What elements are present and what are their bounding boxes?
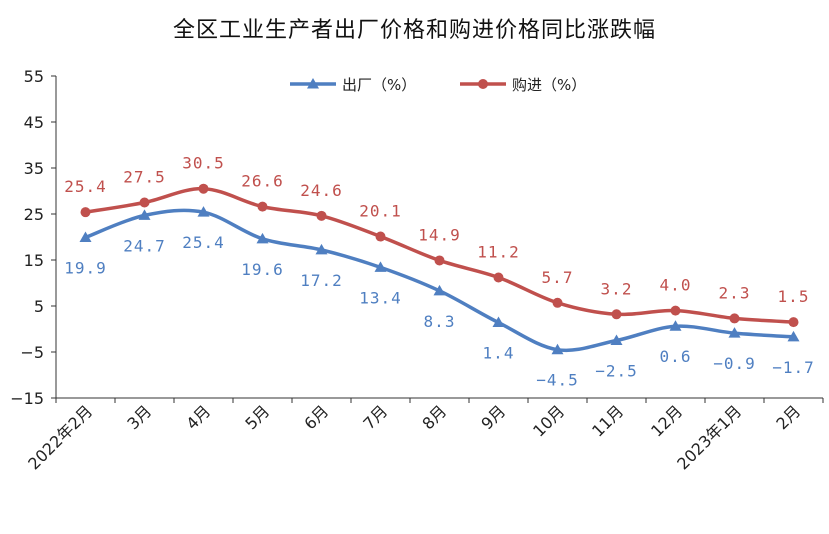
legend-marker-1 <box>478 79 488 89</box>
x-tick-label: 9月 <box>477 401 509 433</box>
data-point-marker <box>610 334 623 345</box>
data-label: 1.4 <box>483 344 515 363</box>
data-label: −4.5 <box>536 371 579 390</box>
data-label: 3.2 <box>601 279 633 298</box>
data-point-marker <box>139 197 150 208</box>
data-label: 5.7 <box>542 268 574 287</box>
y-tick-label: 45 <box>24 113 44 132</box>
data-point-marker <box>80 207 91 218</box>
data-label: 24.7 <box>123 236 166 255</box>
data-point-marker <box>729 313 740 324</box>
y-tick-label: 35 <box>24 159 44 178</box>
data-label: 20.1 <box>359 202 402 221</box>
data-label: 17.2 <box>300 271 343 290</box>
y-tick-label: 15 <box>24 251 44 270</box>
x-tick-label: 5月 <box>241 401 273 433</box>
data-point-marker <box>79 231 92 242</box>
x-tick-label: 8月 <box>418 401 450 433</box>
data-point-marker <box>551 343 564 355</box>
data-point-marker <box>375 231 386 242</box>
data-point-marker <box>138 209 151 220</box>
data-label: 1.5 <box>778 287 810 306</box>
legend-label: 出厂（%） <box>342 76 416 94</box>
data-label: 30.5 <box>182 154 225 173</box>
data-point-marker <box>728 327 741 338</box>
data-point-marker <box>493 272 504 283</box>
data-label: 13.4 <box>359 288 402 307</box>
x-tick-label: 4月 <box>182 401 214 433</box>
data-label: −1.7 <box>772 358 815 377</box>
data-point-marker <box>670 305 681 316</box>
data-labels: 19.9 24.7 25.4 19.6 17.2 13.4 8.3 1.4 −4.5 −2.5 0.… <box>64 154 815 390</box>
data-point-marker <box>788 317 799 328</box>
data-point-marker <box>256 232 269 244</box>
x-tick-label: 6月 <box>300 401 332 433</box>
x-tick-label: 2022年2月 <box>24 401 96 473</box>
data-label: 19.9 <box>64 258 107 277</box>
data-point-marker <box>197 206 210 217</box>
y-tick-label: −15 <box>10 389 44 408</box>
data-point-marker <box>434 255 445 266</box>
data-label: 25.4 <box>182 233 225 252</box>
data-label: 19.6 <box>241 260 284 279</box>
x-tick-label: 12月 <box>647 401 686 440</box>
y-tick-labels: 55 45 35 25 15 5 −5 −15 <box>10 67 44 408</box>
y-tick-label: 25 <box>24 205 44 224</box>
data-point-marker <box>316 210 327 221</box>
legend: 出厂（%） 购进（%） <box>290 76 586 94</box>
data-label: 26.6 <box>241 172 284 191</box>
x-tick-label: 7月 <box>359 401 391 433</box>
y-tick-label: −5 <box>20 343 44 362</box>
series-markers <box>79 183 800 355</box>
y-tick-label: 5 <box>34 297 44 316</box>
data-point-marker <box>315 243 328 255</box>
data-label: −0.9 <box>713 354 756 373</box>
data-point-marker <box>787 330 800 342</box>
data-label: 8.3 <box>424 312 456 331</box>
data-point-marker <box>552 297 563 308</box>
x-tick-label: 11月 <box>588 401 627 440</box>
chart-title: 全区工业生产者出厂价格和购进价格同比涨跌幅 <box>172 18 656 43</box>
data-label: 0.6 <box>660 347 692 366</box>
axes <box>51 75 824 403</box>
data-point-marker <box>198 183 209 194</box>
x-tick-label: 2月 <box>772 401 804 433</box>
legend-marker-0 <box>307 78 319 89</box>
y-tick-label: 55 <box>24 67 44 86</box>
data-point-marker <box>374 261 387 272</box>
x-tick-label: 2023年1月 <box>673 401 745 473</box>
data-label: 2.3 <box>719 283 751 302</box>
x-tick-label: 10月 <box>529 401 568 440</box>
data-label: 27.5 <box>123 168 166 187</box>
data-point-marker <box>492 316 505 328</box>
data-label: 14.9 <box>418 225 461 244</box>
data-point-marker <box>669 320 682 331</box>
data-label: −2.5 <box>595 362 638 381</box>
x-tick-label: 3月 <box>123 401 155 433</box>
data-point-marker <box>611 309 622 320</box>
data-label: 4.0 <box>660 276 692 295</box>
data-point-marker <box>433 284 446 296</box>
data-label: 25.4 <box>64 177 107 196</box>
data-label: 24.6 <box>300 181 343 200</box>
data-point-marker <box>257 201 268 212</box>
data-label: 11.2 <box>477 242 520 261</box>
legend-label: 购进（%） <box>512 76 586 94</box>
series-line-1 <box>85 186 794 324</box>
